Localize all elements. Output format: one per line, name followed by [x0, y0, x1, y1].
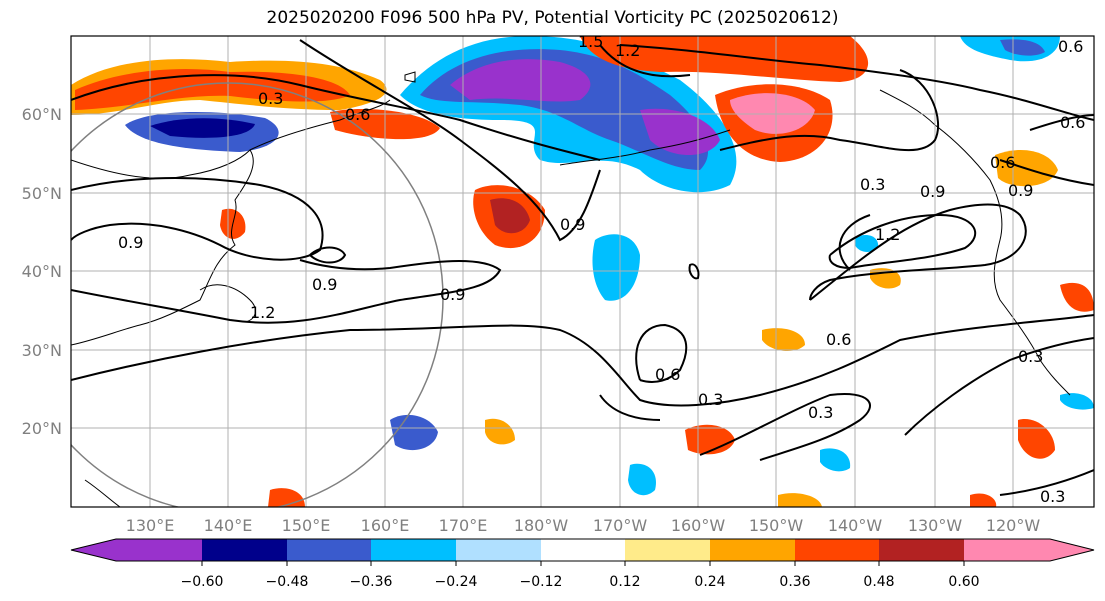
contour-label: 0.6: [1060, 113, 1085, 132]
pv-negative-area: [640, 108, 720, 155]
map-title: 2025020200 F096 500 hPa PV, Potential Vo…: [266, 8, 839, 28]
lon-label: 180°W: [514, 516, 569, 535]
latitude-labels: 60°N 50°N 40°N 30°N 20°N: [22, 105, 62, 438]
pv-positive-area: [485, 418, 515, 445]
lon-label: 170°W: [593, 516, 648, 535]
colorbar-tick-label: 0.12: [609, 574, 640, 590]
lat-label: 50°N: [22, 184, 62, 203]
contour-label: 0.9: [440, 285, 465, 304]
graticule: [71, 36, 1094, 507]
colorbar-segment: [116, 539, 202, 561]
pv-negative-area: [820, 448, 851, 472]
lon-label: 140°W: [828, 516, 883, 535]
pv-positive-area: [490, 198, 530, 234]
colorbar: −0.60 −0.48 −0.36 −0.24 −0.12 0.12 0.24 …: [70, 538, 1095, 590]
contour-label: 0.3: [1040, 487, 1065, 506]
colorbar-segment: [710, 539, 795, 561]
contour-label: 1.2: [250, 303, 275, 322]
colorbar-segment: [71, 539, 116, 561]
pv-positive-area: [1018, 419, 1055, 459]
map-frame: [70, 35, 1095, 508]
colorbar-segment: [202, 539, 287, 561]
colorbar-tick-label: 0.36: [779, 574, 810, 590]
pv-positive-area: [970, 493, 997, 507]
contour-label: 0.3: [860, 175, 885, 194]
lon-label: 130°W: [908, 516, 963, 535]
contour-label: 0.6: [1058, 37, 1083, 56]
pv-positive-area: [762, 328, 805, 352]
colorbar-segment: [371, 539, 456, 561]
contour-label: 0.6: [826, 330, 851, 349]
pv-negative-area: [150, 118, 255, 138]
lon-label: 150°E: [282, 516, 331, 535]
contour-label: 0.9: [312, 275, 337, 294]
colorbar-tick-label: 0.48: [863, 574, 894, 590]
contour-label: 1.2: [615, 41, 640, 60]
pv-negative-area: [1060, 393, 1094, 410]
pv-negative-area: [592, 234, 640, 301]
colorbar-segment: [625, 539, 710, 561]
map-content: [71, 36, 1094, 507]
lon-label: 160°E: [361, 516, 410, 535]
contour-label: 0.6: [345, 105, 370, 124]
contour-label: 0.9: [560, 215, 585, 234]
contour-label: 0.3: [808, 403, 833, 422]
contour-label: 0.9: [118, 233, 143, 252]
pv-negative-area: [855, 235, 879, 252]
lat-label: 30°N: [22, 341, 62, 360]
lon-label: 150°W: [749, 516, 804, 535]
lat-label: 40°N: [22, 262, 62, 281]
contour-label: 0.3: [1018, 347, 1043, 366]
colorbar-outline: [70, 538, 1095, 562]
pv-positive-area: [778, 493, 822, 507]
pv-contours: [71, 39, 1094, 496]
contour-label: 0.3: [258, 89, 283, 108]
lat-label: 60°N: [22, 105, 62, 124]
colorbar-tick-label: −0.12: [520, 574, 563, 590]
range-circle: [71, 82, 444, 507]
lon-label: 120°W: [986, 516, 1041, 535]
colorbar-tick-label: −0.60: [181, 574, 224, 590]
lon-label: 160°W: [671, 516, 726, 535]
colorbar-segment: [1050, 539, 1094, 561]
colorbar-tick-label: −0.48: [266, 574, 309, 590]
contour-label: 0.9: [1008, 181, 1033, 200]
colorbar-ticks: [201, 561, 965, 566]
contour-labels: 1.5 1.2 0.3 0.6 0.9 0.9 0.3 0.9 1.2 0.6 …: [118, 32, 1085, 506]
contour-label: 1.2: [875, 225, 900, 244]
pv-negative-area: [450, 59, 591, 102]
colorbar-segment: [795, 539, 879, 561]
longitude-labels: 130°E 140°E 150°E 160°E 170°E 180°W 170°…: [126, 516, 1041, 535]
colorbar-segment: [456, 539, 541, 561]
coastlines: [71, 71, 1071, 507]
contour-label: 0.6: [655, 365, 680, 384]
colorbar-segment: [879, 539, 964, 561]
pv-negative-area: [628, 463, 656, 496]
contour-label: 0.9: [920, 182, 945, 201]
colorbar-segment: [964, 539, 1050, 561]
lon-label: 170°E: [439, 516, 488, 535]
lon-label: 140°E: [204, 516, 253, 535]
colorbar-tick-label: 0.60: [948, 574, 979, 590]
colorbar-tick-label: −0.24: [435, 574, 478, 590]
colorbar-tick-label: 0.24: [694, 574, 725, 590]
contour-label: 1.5: [578, 32, 603, 51]
colorbar-tick-label: −0.36: [350, 574, 393, 590]
pv-negative-area: [1000, 39, 1045, 56]
pv-positive-area: [1060, 282, 1094, 312]
lat-label: 20°N: [22, 419, 62, 438]
contour-label: 0.6: [990, 153, 1015, 172]
colorbar-segment: [541, 539, 625, 561]
contour-label: 0.3: [698, 390, 723, 409]
lon-label: 130°E: [126, 516, 175, 535]
colorbar-segment: [287, 539, 371, 561]
